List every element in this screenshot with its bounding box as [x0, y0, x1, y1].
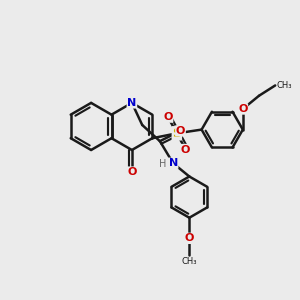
Text: O: O	[163, 112, 173, 122]
Text: O: O	[127, 167, 136, 177]
Text: N: N	[169, 158, 178, 168]
Text: O: O	[181, 145, 190, 154]
Text: N: N	[127, 98, 136, 108]
Text: H: H	[159, 159, 167, 169]
Text: CH₃: CH₃	[182, 257, 197, 266]
Text: O: O	[176, 126, 185, 136]
Text: CH₃: CH₃	[277, 81, 292, 90]
Text: O: O	[238, 104, 248, 114]
Text: O: O	[184, 233, 194, 243]
Text: S: S	[172, 127, 182, 140]
